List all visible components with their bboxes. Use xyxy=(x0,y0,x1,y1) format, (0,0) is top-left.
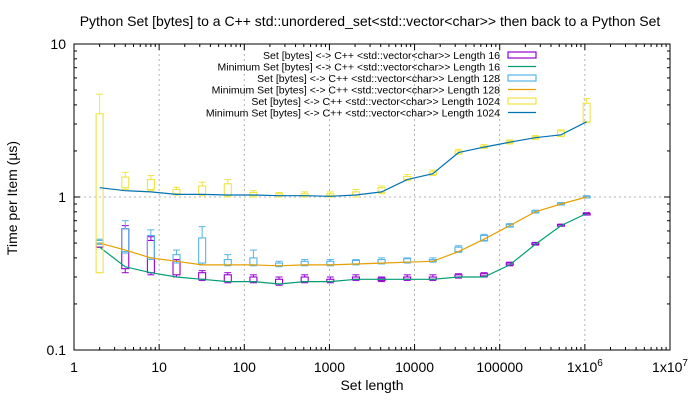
box xyxy=(198,272,207,280)
box-mark xyxy=(505,223,514,228)
box xyxy=(249,191,258,197)
box-mark xyxy=(428,169,437,177)
box-mark xyxy=(223,179,232,198)
box xyxy=(223,183,232,197)
y-tick-label: 0.1 xyxy=(47,342,67,358)
x-tick-label: 1 xyxy=(70,359,78,375)
x-tick-label: 100 xyxy=(233,359,257,375)
box xyxy=(582,195,591,199)
legend-label: Set [bytes] <-> C++ <std::vector<char>> … xyxy=(263,50,500,62)
x-tick-label: 100000 xyxy=(476,359,523,375)
box xyxy=(582,102,591,123)
box xyxy=(326,193,335,197)
box xyxy=(121,228,130,253)
box-mark xyxy=(351,274,360,281)
box-mark xyxy=(249,249,258,267)
legend-label: Minimum Set [bytes] <-> C++ <std::vector… xyxy=(218,62,501,74)
series-line xyxy=(99,212,587,285)
box xyxy=(121,176,130,189)
legend-label: Set [bytes] <-> C++ <std::vector<char>> … xyxy=(257,73,500,85)
legend-key-box xyxy=(507,97,537,105)
legend-label: Minimum Set [bytes] <-> C++ <std::vector… xyxy=(206,108,500,120)
box-mark xyxy=(274,192,284,198)
box xyxy=(223,274,232,283)
box xyxy=(172,188,181,195)
x-tick-exponent: 6 xyxy=(597,358,603,369)
box xyxy=(505,224,514,228)
box-mark xyxy=(172,249,181,264)
box-mark xyxy=(146,175,155,192)
series-1 xyxy=(95,212,591,286)
box-mark xyxy=(531,209,540,214)
x-tick-label: 10000 xyxy=(395,359,434,375)
x-tick-label: 1000 xyxy=(314,359,345,375)
box xyxy=(428,171,437,176)
series-line xyxy=(99,196,587,267)
box-mark xyxy=(223,254,232,267)
legend: Set [bytes] <-> C++ <std::vector<char>> … xyxy=(206,50,537,120)
series-5 xyxy=(95,93,591,274)
box xyxy=(556,202,566,206)
box xyxy=(249,276,258,283)
box-mark xyxy=(326,191,335,198)
box-mark xyxy=(582,98,591,124)
box-mark xyxy=(198,226,207,266)
x-tick-label: 1x107 xyxy=(652,358,688,375)
box-mark xyxy=(146,229,155,261)
x-tick-exponent: 7 xyxy=(682,358,688,369)
y-tick-label: 1 xyxy=(58,189,66,205)
box xyxy=(95,239,104,244)
box-mark xyxy=(146,236,155,276)
series-2 xyxy=(99,212,587,285)
box-mark xyxy=(351,188,360,198)
series-3 xyxy=(95,195,591,268)
box xyxy=(531,210,540,214)
box-mark xyxy=(249,190,258,198)
box xyxy=(223,259,232,266)
grid-lines xyxy=(74,44,670,350)
box xyxy=(300,276,309,283)
chart-title: Python Set [bytes] to a C++ std::unorder… xyxy=(80,13,661,29)
box xyxy=(582,212,591,216)
series-6 xyxy=(99,121,587,197)
box xyxy=(121,228,130,270)
x-tick-label: 1x106 xyxy=(567,358,603,375)
series-4 xyxy=(99,196,587,267)
legend-key-box xyxy=(507,51,537,59)
box-mark xyxy=(95,93,104,274)
legend-label: Minimum Set [bytes] <-> C++ <std::vector… xyxy=(212,85,500,97)
x-axis-label: Set length xyxy=(340,377,403,393)
box-mark xyxy=(121,220,130,254)
box-mark xyxy=(121,171,130,190)
legend-key-box xyxy=(507,74,537,82)
y-tick-label: 10 xyxy=(50,36,66,52)
series-line xyxy=(99,121,587,197)
legend-label: Set [bytes] <-> C++ <std::vector<char>> … xyxy=(251,96,500,108)
series-layer xyxy=(95,93,591,286)
box-mark xyxy=(223,272,232,284)
box xyxy=(95,113,104,274)
x-tick-label: 10 xyxy=(151,359,167,375)
box xyxy=(249,257,258,266)
box xyxy=(198,237,207,264)
box xyxy=(198,185,207,195)
y-axis-label: Time per Item (µs) xyxy=(4,141,20,255)
box-mark xyxy=(198,181,207,197)
box xyxy=(146,179,155,191)
